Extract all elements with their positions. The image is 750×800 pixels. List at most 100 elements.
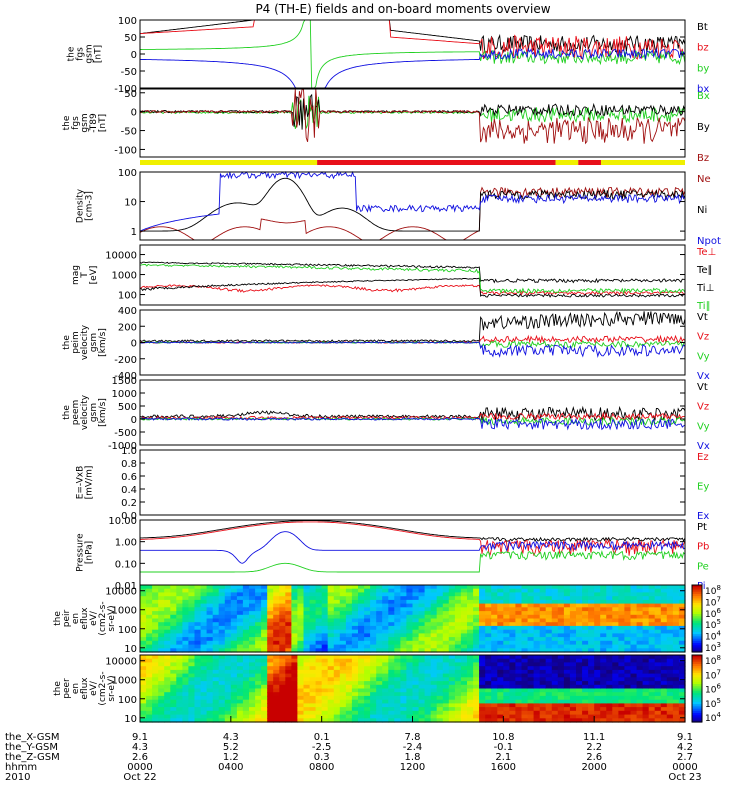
spectrogram-cell — [509, 703, 517, 708]
spectrogram-cell — [152, 658, 159, 663]
spectrogram-cell — [521, 684, 529, 690]
spectrogram-cell — [261, 588, 268, 593]
spectrogram-cell — [188, 629, 196, 634]
spectrogram-cell — [527, 607, 535, 612]
spectrogram-cell — [582, 692, 589, 697]
spectrogram-cell — [660, 681, 668, 686]
spectrogram-cell — [636, 625, 644, 631]
spectrogram-cell — [630, 633, 638, 638]
spectrogram-cell — [176, 644, 183, 649]
spectrogram-cell — [206, 633, 214, 638]
spectrogram-cell — [327, 714, 335, 719]
spectrogram-cell — [236, 662, 244, 667]
spectrogram-cell — [485, 688, 492, 693]
spectrogram-cell — [388, 644, 395, 649]
spectrogram-cell — [333, 599, 341, 605]
spectrogram-cell — [285, 648, 292, 653]
spectrogram-cell — [339, 681, 347, 686]
spectrogram-cell — [212, 629, 220, 634]
spectrogram-cell — [473, 633, 480, 638]
spectrogram-cell — [170, 644, 177, 649]
spectrogram-cell — [230, 596, 238, 601]
spectrogram-cell — [497, 707, 504, 712]
y-axis-label-line: -T89 — [89, 113, 99, 133]
spectrogram-cell — [303, 622, 311, 627]
spectrogram-cell — [660, 611, 668, 616]
x-tick-label: 2.7 — [677, 752, 693, 763]
spectrogram-cell — [291, 611, 299, 616]
spectrogram-cell — [315, 629, 323, 634]
spectrogram-cell — [594, 703, 601, 708]
spectrogram-cell — [588, 718, 595, 723]
spectrogram-cell — [249, 618, 256, 623]
spectrogram-cell — [618, 588, 626, 593]
spectrogram-cell — [624, 607, 632, 612]
spectrogram-cell — [236, 655, 244, 660]
spectrogram-cell — [382, 648, 389, 653]
spectrogram-cell — [279, 629, 286, 634]
spectrogram-cell — [624, 655, 632, 660]
spectrogram-cell — [303, 588, 311, 593]
spectrogram-cell — [630, 699, 638, 704]
spectrogram-cell — [267, 692, 274, 697]
y-axis-label-line: velocity — [80, 394, 90, 430]
spectrogram-cell — [660, 599, 668, 605]
spectrogram-cell — [509, 633, 517, 638]
spectrogram-cell — [503, 714, 510, 719]
spectrogram-cell — [672, 596, 680, 601]
spectrogram-cell — [194, 611, 202, 616]
spectrogram-cell — [176, 599, 183, 605]
spectrogram-cell — [394, 714, 401, 719]
spectrogram-cell — [358, 599, 365, 605]
series-vx — [139, 417, 686, 431]
spectrogram-cell — [497, 622, 504, 627]
spectrogram-cell — [678, 718, 686, 723]
spectrogram-cell — [339, 592, 347, 597]
spectrogram-cell — [527, 677, 535, 682]
spectrogram-cell — [418, 688, 426, 693]
spectrogram-cell — [612, 614, 619, 620]
spectrogram-cell — [394, 607, 401, 612]
spectrogram-cell — [370, 614, 377, 620]
spectrogram-cell — [497, 607, 504, 612]
spectrogram-cell — [333, 677, 341, 682]
spectrogram-cell — [376, 718, 383, 723]
y-ticks: 1.00.80.60.40.20.0 — [121, 446, 685, 522]
spectrogram-cell — [400, 648, 408, 653]
spectrogram-cell — [315, 707, 323, 712]
spectrogram-cell — [539, 699, 547, 704]
spectrogram-cell — [467, 644, 474, 649]
spectrogram-cell — [291, 585, 299, 590]
spectrogram-cell — [327, 625, 335, 631]
spectrogram-cell — [467, 677, 474, 682]
spectrogram-cell — [418, 695, 426, 701]
spectrogram-cell — [412, 703, 420, 708]
spectrogram-cell — [358, 633, 365, 638]
spectrogram-cell — [527, 596, 535, 601]
spectrogram-cell — [212, 692, 220, 697]
spectrogram-cell — [261, 658, 268, 663]
spectrogram-cell — [515, 714, 523, 719]
spectrogram-cell — [588, 655, 595, 660]
spectrogram-cell — [224, 718, 232, 723]
spectrogram-cell — [315, 603, 323, 608]
spectrogram-cell — [267, 637, 274, 642]
spectrogram-cell — [442, 622, 450, 627]
spectrogram-cell — [557, 655, 565, 660]
spectrogram-cell — [303, 669, 311, 675]
legend-label: Vy — [697, 351, 710, 362]
spectrogram-cell — [351, 662, 359, 667]
spectrogram-cell — [630, 596, 638, 601]
spectrogram-cell — [212, 611, 220, 616]
spectrogram-cell — [412, 655, 420, 660]
spectrogram-cell — [527, 703, 535, 708]
spectrogram-cell — [467, 637, 474, 642]
spectrogram-cell — [436, 662, 444, 667]
spectrogram-cell — [448, 673, 456, 678]
spectrogram-cell — [491, 677, 498, 682]
spectrogram-cell — [666, 692, 674, 697]
spectrogram-cell — [606, 614, 613, 620]
spectrogram-cell — [636, 669, 644, 675]
spectrogram-cell — [194, 666, 202, 671]
spectrogram-cell — [382, 599, 389, 605]
